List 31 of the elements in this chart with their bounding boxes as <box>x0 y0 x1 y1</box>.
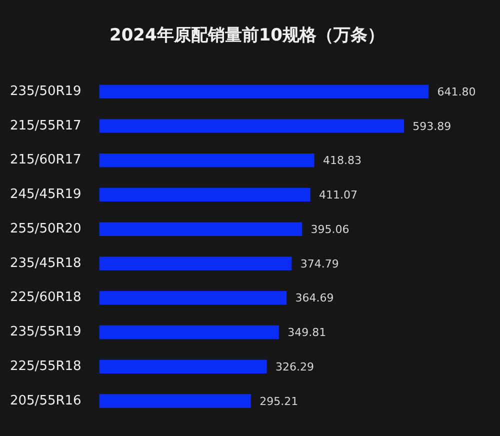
data-label: 395.06 <box>310 222 350 236</box>
bar <box>99 119 404 133</box>
data-label: 418.83 <box>322 154 362 168</box>
y-tick-label: 215/55R17 <box>10 118 82 134</box>
bar <box>99 188 310 202</box>
data-label: 411.07 <box>318 188 358 202</box>
data-label: 295.21 <box>260 394 298 408</box>
bar <box>99 154 314 168</box>
data-label: 641.80 <box>437 85 476 98</box>
chart-title: 2024年原配销量前10规格（万条） <box>110 26 384 46</box>
data-label: 349.81 <box>288 326 326 340</box>
data-label: 593.89 <box>412 120 452 133</box>
y-tick-label: 215/60R17 <box>10 152 82 168</box>
data-label: 326.29 <box>276 360 314 374</box>
data-label: 364.69 <box>295 292 334 305</box>
y-tick-label: 205/55R16 <box>10 393 82 408</box>
bar <box>99 256 292 270</box>
bar <box>99 84 429 98</box>
y-tick-label: 235/55R19 <box>10 324 82 340</box>
bar <box>99 222 302 236</box>
bar <box>99 325 279 340</box>
y-tick-label: 235/45R18 <box>10 256 82 271</box>
y-tick-label: 255/50R20 <box>10 221 82 236</box>
y-tick-label: 245/45R19 <box>10 187 82 202</box>
bar <box>99 291 287 305</box>
data-label: 374.79 <box>300 257 339 270</box>
y-tick-label: 225/55R18 <box>10 359 82 374</box>
bar <box>99 360 267 374</box>
y-tick-label: 235/50R19 <box>10 84 82 99</box>
bar <box>99 394 251 408</box>
y-tick-label: 225/60R18 <box>10 290 82 306</box>
